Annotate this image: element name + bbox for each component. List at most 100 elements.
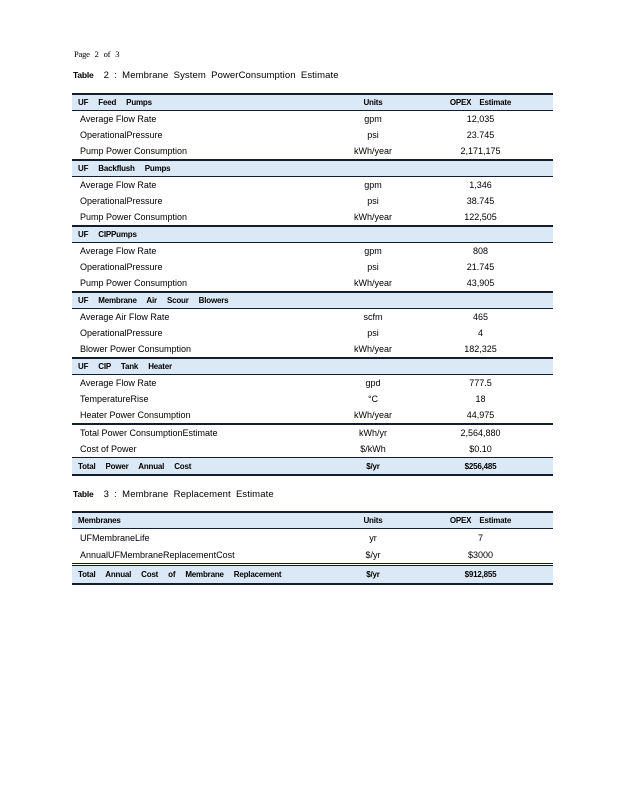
cell-value: 808 (472, 246, 489, 256)
cell-units: psi (367, 130, 379, 140)
cell-value: 182,325 (464, 344, 497, 354)
cell-label: Average Flow Rate (80, 114, 157, 124)
cell-label: UFMembraneLife (80, 532, 150, 543)
empty-cell (408, 159, 553, 177)
table-row: OperationalPressure psi 38.745 (72, 193, 553, 209)
table-header-row: Membranes Units OPEX Estimate (72, 511, 553, 529)
cell-value: $0.10 (469, 444, 492, 454)
cell-value: 122,505 (464, 212, 497, 222)
column-header-opex: OPEX Estimate (408, 511, 553, 529)
cell-units: psi (367, 196, 379, 206)
empty-cell (338, 225, 408, 243)
cell-value: 2,171,175 (460, 146, 501, 156)
empty-cell (408, 225, 553, 243)
section-header-row: UF CIP Tank Heater (72, 357, 553, 375)
section-header-row: UF Membrane Air Scour Blowers (72, 291, 553, 309)
cell-label: OperationalPressure (80, 262, 163, 272)
cell-value: 12,035 (466, 114, 495, 124)
table3-caption-prefix: Table (73, 489, 94, 499)
cell-value: 2,564,880 (408, 423, 553, 441)
table-row: OperationalPressure psi 21.745 (72, 259, 553, 275)
table2-caption-text: 2 : Membrane System PowerConsumption Est… (103, 70, 339, 81)
cell-label: AnnualUFMembraneReplacementCost (80, 549, 235, 560)
cell-value: 465 (472, 312, 489, 322)
cell-label: Average Flow Rate (80, 246, 157, 256)
cell-value: 1,346 (469, 180, 492, 190)
cell-label: OperationalPressure (80, 328, 163, 338)
column-header-opex: OPEX Estimate (408, 93, 553, 111)
table-header-row: UF Feed Pumps Units OPEX Estimate (72, 93, 553, 111)
cell-value: 18 (475, 394, 486, 404)
empty-cell (338, 291, 408, 309)
section-title: UF CIPPumps (72, 225, 338, 243)
column-header-units: Units (338, 93, 408, 111)
cell-label: Total Power Annual Cost (72, 457, 338, 476)
table-row: Pump Power Consumption kWh/year 43,905 (72, 275, 553, 292)
cell-value: $256,485 (408, 457, 553, 476)
cell-value: 23.745 (466, 130, 495, 140)
section-title: UF Membrane Air Scour Blowers (72, 291, 338, 309)
cell-units: kWh/year (353, 278, 392, 288)
section-title: UF Feed Pumps (72, 93, 338, 111)
cell-units: $/kWh (360, 444, 386, 454)
table2-caption: Table 2 : Membrane System PowerConsumptio… (73, 70, 339, 81)
cell-value: 43,905 (466, 278, 495, 288)
cell-label: Average Flow Rate (80, 180, 157, 190)
cell-value: 4 (477, 328, 483, 338)
cell-value: 777.5 (469, 378, 492, 388)
cell-label: Blower Power Consumption (80, 344, 192, 354)
section-title: UF CIP Tank Heater (72, 357, 338, 375)
empty-cell (408, 357, 553, 375)
summary-row: Cost of Power $/kWh $0.10 (72, 441, 553, 458)
cell-units: gpm (364, 114, 382, 124)
table-row: TemperatureRise °C 18 (72, 391, 553, 407)
cell-value: 38.745 (466, 196, 495, 206)
section-header-row: UF Backflush Pumps (72, 159, 553, 177)
page-number-label: Page 2 of 3 (74, 49, 120, 59)
cell-units: scfm (363, 312, 383, 322)
cell-label: Average Flow Rate (80, 378, 157, 388)
cell-units: gpm (364, 246, 382, 256)
table-row: OperationalPressure psi 4 (72, 325, 553, 341)
table-row: Average Flow Rate gpd 777.5 (72, 375, 553, 392)
table-row: Pump Power Consumption kWh/year 122,505 (72, 209, 553, 226)
cell-units: $/yr (338, 457, 408, 476)
cell-units: °C (367, 394, 379, 404)
cell-label: Pump Power Consumption (80, 212, 188, 222)
summary-row: Total Power ConsumptionEstimate kWh/yr 2… (72, 423, 553, 441)
table3-caption-text: 3 : Membrane Replacement Estimate (103, 489, 274, 500)
section-header-row: UF CIPPumps (72, 225, 553, 243)
power-consumption-table: UF Feed Pumps Units OPEX Estimate Averag… (72, 93, 553, 476)
table-row: Average Air Flow Rate scfm 465 (72, 309, 553, 326)
cell-units: $/yr (365, 549, 381, 560)
cell-value: 21.745 (466, 262, 495, 272)
table-row: Pump Power Consumption kWh/year 2,171,17… (72, 143, 553, 160)
cell-units: kWh/year (353, 146, 392, 156)
empty-cell (408, 291, 553, 309)
cell-units: psi (367, 262, 379, 272)
cell-units: kWh/yr (338, 423, 408, 441)
cell-value: $3000 (467, 549, 494, 560)
cell-units: kWh/year (353, 410, 392, 420)
table3-caption: Table 3 : Membrane Replacement Estimate (73, 489, 274, 500)
membrane-replacement-table: Membranes Units OPEX Estimate UFMembrane… (72, 511, 553, 585)
cell-units: gpm (364, 180, 382, 190)
cell-label: OperationalPressure (80, 196, 163, 206)
cell-units: kWh/year (353, 212, 392, 222)
cell-label: Pump Power Consumption (80, 146, 188, 156)
table-row: UFMembraneLife yr 7 (72, 529, 553, 547)
table-row: Average Flow Rate gpm 12,035 (72, 111, 553, 128)
table-row: Blower Power Consumption kWh/year 182,32… (72, 341, 553, 358)
cell-label: TemperatureRise (80, 394, 149, 404)
cell-label: Heater Power Consumption (80, 410, 191, 420)
cell-units: yr (369, 532, 377, 543)
table-row: Average Flow Rate gpm 808 (72, 243, 553, 260)
cell-units: $/yr (338, 563, 408, 585)
empty-cell (338, 357, 408, 375)
section-title: UF Backflush Pumps (72, 159, 338, 177)
table2-caption-prefix: Table (73, 70, 94, 80)
cell-label: Average Air Flow Rate (80, 312, 170, 322)
cell-label: Pump Power Consumption (80, 278, 188, 288)
table-row: Heater Power Consumption kWh/year 44,975 (72, 407, 553, 424)
cell-label: OperationalPressure (80, 130, 163, 140)
